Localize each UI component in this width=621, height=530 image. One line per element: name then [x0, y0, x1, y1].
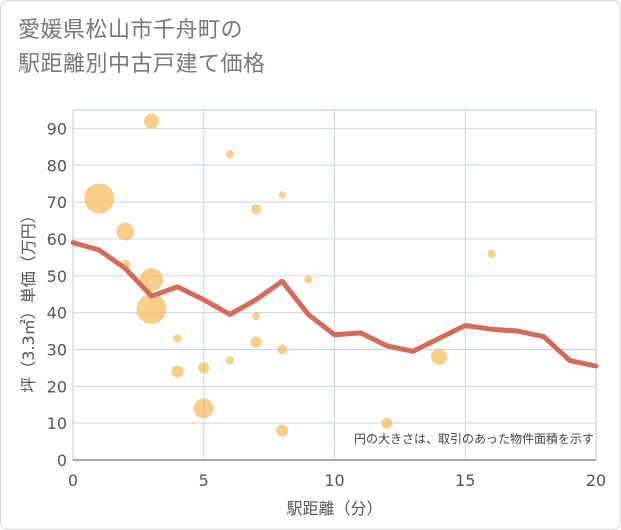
bubble-point-12 [251, 204, 262, 215]
bubble-point-4 [139, 267, 163, 291]
x-tick-label-0: 0 [68, 471, 78, 490]
grid-lines [72, 109, 597, 461]
y-tick-label-10: 10 [47, 414, 67, 433]
bubble-point-13 [252, 312, 261, 321]
x-axis-title: 駅距離（分） [286, 499, 382, 518]
bubble-point-0 [84, 183, 115, 214]
x-tick-label-20: 20 [586, 471, 606, 490]
x-tick-label-5: 5 [199, 471, 209, 490]
bubble-point-15 [278, 191, 286, 199]
x-tick-label-15: 15 [455, 471, 475, 490]
bubble-point-7 [171, 365, 184, 378]
bubble-point-3 [143, 113, 159, 129]
y-tick-label-40: 40 [47, 304, 67, 323]
bubble-point-19 [381, 417, 393, 429]
series-line-0 [70, 240, 599, 369]
bubble-point-9 [193, 398, 214, 419]
bubble-point-21 [487, 249, 496, 258]
tick-labels: 0 10 20 30 40 50 60 70 80 90 0 5 10 15 20 [47, 119, 607, 490]
y-tick-label-50: 50 [47, 267, 67, 286]
bubble-series [84, 113, 496, 437]
bubble-point-18 [304, 275, 313, 284]
bubble-point-10 [225, 150, 234, 159]
bubble-point-20 [431, 348, 448, 365]
y-axis-title: 坪（3.3㎡）単価（万円） [19, 207, 38, 392]
y-tick-label-0: 0 [57, 451, 67, 470]
bubble-point-11 [225, 356, 234, 365]
bubble-point-17 [276, 424, 289, 437]
bubble-point-8 [198, 362, 210, 374]
y-tick-label-70: 70 [47, 193, 67, 212]
chart-title: 愛媛県松山市千舟町の 駅距離別中古戸建て価格 [18, 14, 266, 82]
y-tick-label-60: 60 [47, 230, 67, 249]
chart-title-line2: 駅距離別中古戸建て価格 [18, 52, 266, 77]
bubble-point-6 [173, 334, 182, 343]
bubble-point-5 [136, 293, 167, 324]
y-tick-label-30: 30 [47, 340, 67, 359]
bubble-point-1 [116, 222, 135, 241]
x-tick-label-10: 10 [324, 471, 344, 490]
size-annotation: 円の大きさは、取引のあった物件面積を示す [354, 431, 594, 446]
chart-title-line1: 愛媛県松山市千舟町の [18, 18, 244, 43]
y-tick-label-80: 80 [47, 156, 67, 175]
bubble-point-14 [250, 336, 262, 348]
y-tick-label-20: 20 [47, 377, 67, 396]
average-line-series [70, 240, 599, 369]
y-tick-label-90: 90 [47, 119, 67, 138]
bubble-point-16 [277, 344, 288, 355]
